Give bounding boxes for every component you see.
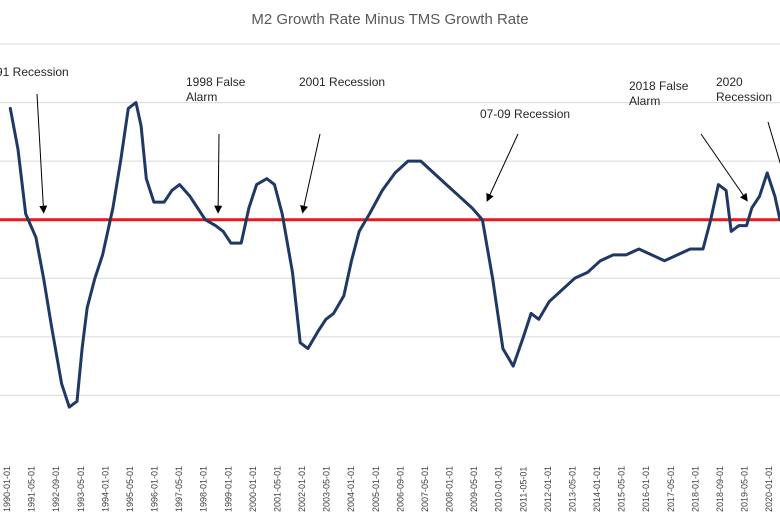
x-tick-label: 1999-01-01 bbox=[223, 466, 233, 512]
x-tick-label: 2018-09-01 bbox=[715, 466, 725, 512]
annotation-arrow bbox=[214, 133, 223, 214]
x-tick-label: 2018-01-01 bbox=[690, 466, 700, 512]
annotation: 2001 Recession bbox=[299, 75, 385, 214]
annotation-arrow bbox=[767, 121, 780, 165]
annotation-label: 2020 bbox=[716, 75, 743, 89]
x-tick-label: 2012-01-01 bbox=[543, 466, 553, 512]
series-line-0 bbox=[8, 101, 780, 409]
annotation-label: 91 Recession bbox=[0, 65, 69, 79]
series-layer bbox=[8, 101, 780, 409]
x-tick-label: 2020-01-01 bbox=[764, 466, 774, 512]
x-tick-label: 1994-01-01 bbox=[100, 466, 110, 512]
gridlines bbox=[0, 43, 780, 396]
x-tick-label: 2006-09-01 bbox=[395, 466, 405, 512]
x-tick-label: 2008-01-01 bbox=[445, 466, 455, 512]
annotation-arrow bbox=[300, 133, 321, 214]
x-tick-label: 2011-05-01 bbox=[518, 467, 528, 512]
annotation-arrow bbox=[486, 133, 519, 202]
x-axis-tick-labels: 1990-01-01 1991-05-01 1992-09-01 1993-05-01… bbox=[2, 466, 774, 512]
annotation-label: 1998 False bbox=[186, 75, 246, 89]
x-tick-label: 2004-01-01 bbox=[346, 466, 356, 512]
x-tick-label: 2001-05-01 bbox=[272, 466, 282, 512]
annotation: 91 Recession bbox=[0, 65, 69, 214]
chart-title: M2 Growth Rate Minus TMS Growth Rate bbox=[251, 11, 528, 28]
annotation-label: Alarm bbox=[629, 94, 660, 108]
annotation-label: Alarm bbox=[186, 90, 217, 104]
x-tick-label: 2015-05-01 bbox=[617, 466, 627, 512]
x-tick-label: 1992-09-01 bbox=[51, 466, 61, 512]
x-tick-label: 1993-05-01 bbox=[76, 466, 86, 512]
x-tick-label: 2013-05-01 bbox=[568, 466, 578, 512]
x-tick-label: 1995-05-01 bbox=[125, 466, 135, 512]
x-tick-label: 2019-05-01 bbox=[740, 466, 750, 512]
annotation: 07-09 Recession bbox=[480, 107, 570, 202]
x-tick-label: 1998-01-01 bbox=[199, 466, 209, 512]
x-tick-label: 2016-01-01 bbox=[641, 466, 651, 512]
annotation-label: 07-09 Recession bbox=[480, 107, 570, 121]
annotation-label: 2001 Recession bbox=[299, 75, 385, 89]
annotation-arrow bbox=[36, 93, 48, 214]
annotation-label: 2018 False bbox=[629, 79, 689, 93]
x-tick-label: 1997-05-01 bbox=[174, 466, 184, 512]
x-tick-label: 1991-05-01 bbox=[27, 466, 37, 512]
x-tick-label: 2000-01-01 bbox=[248, 466, 258, 512]
x-tick-label: 2010-01-01 bbox=[494, 466, 504, 512]
x-tick-label: 2014-01-01 bbox=[592, 466, 602, 512]
x-tick-label: 1996-01-01 bbox=[150, 466, 160, 512]
x-tick-label: 1990-01-01 bbox=[2, 466, 12, 512]
x-tick-label: 2005-01-01 bbox=[371, 466, 381, 512]
x-tick-label: 2009-05-01 bbox=[469, 466, 479, 512]
x-tick-label: 2002-01-01 bbox=[297, 466, 307, 512]
x-tick-label: 2017-05-01 bbox=[666, 466, 676, 512]
x-tick-label: 2003-05-01 bbox=[322, 466, 332, 512]
annotation-arrow bbox=[700, 133, 748, 202]
x-tick-label: 2007-05-01 bbox=[420, 466, 430, 512]
annotation-label: Recession bbox=[716, 90, 772, 104]
